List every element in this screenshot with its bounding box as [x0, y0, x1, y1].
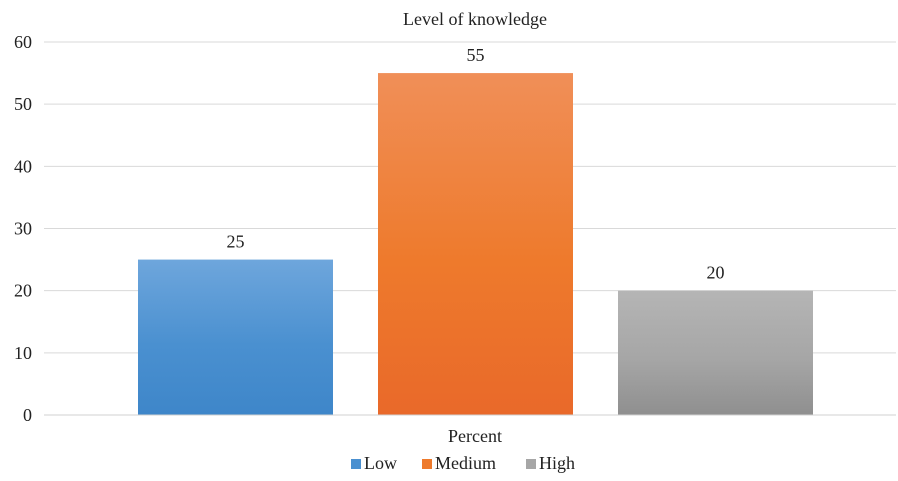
bars — [138, 73, 813, 415]
chart-title: Level of knowledge — [403, 9, 547, 29]
legend-label-medium: Medium — [435, 453, 496, 473]
data-label-medium: 55 — [467, 45, 485, 65]
legend-label-low: Low — [364, 453, 397, 473]
x-axis-label: Percent — [448, 426, 502, 446]
data-label-low: 25 — [227, 232, 245, 252]
y-tick-label-40: 40 — [14, 156, 32, 176]
y-tick-label-20: 20 — [14, 281, 32, 301]
bar-high — [618, 290, 813, 415]
legend-swatch-low — [351, 459, 361, 469]
y-tick-label-30: 30 — [14, 219, 32, 239]
y-tick-label-0: 0 — [23, 405, 32, 425]
legend-swatch-high — [526, 459, 536, 469]
bar-low — [138, 259, 333, 415]
data-labels: 25 55 20 — [227, 45, 725, 283]
y-tick-label-50: 50 — [14, 94, 32, 114]
legend: Low Medium High — [351, 453, 575, 473]
y-tick-label-10: 10 — [14, 343, 32, 363]
legend-label-high: High — [539, 453, 575, 473]
bar-medium — [378, 73, 573, 415]
data-label-high: 20 — [707, 263, 725, 283]
y-tick-label-60: 60 — [14, 32, 32, 52]
y-axis-tick-labels: 0 10 20 30 40 50 60 — [14, 32, 32, 425]
legend-swatch-medium — [422, 459, 432, 469]
